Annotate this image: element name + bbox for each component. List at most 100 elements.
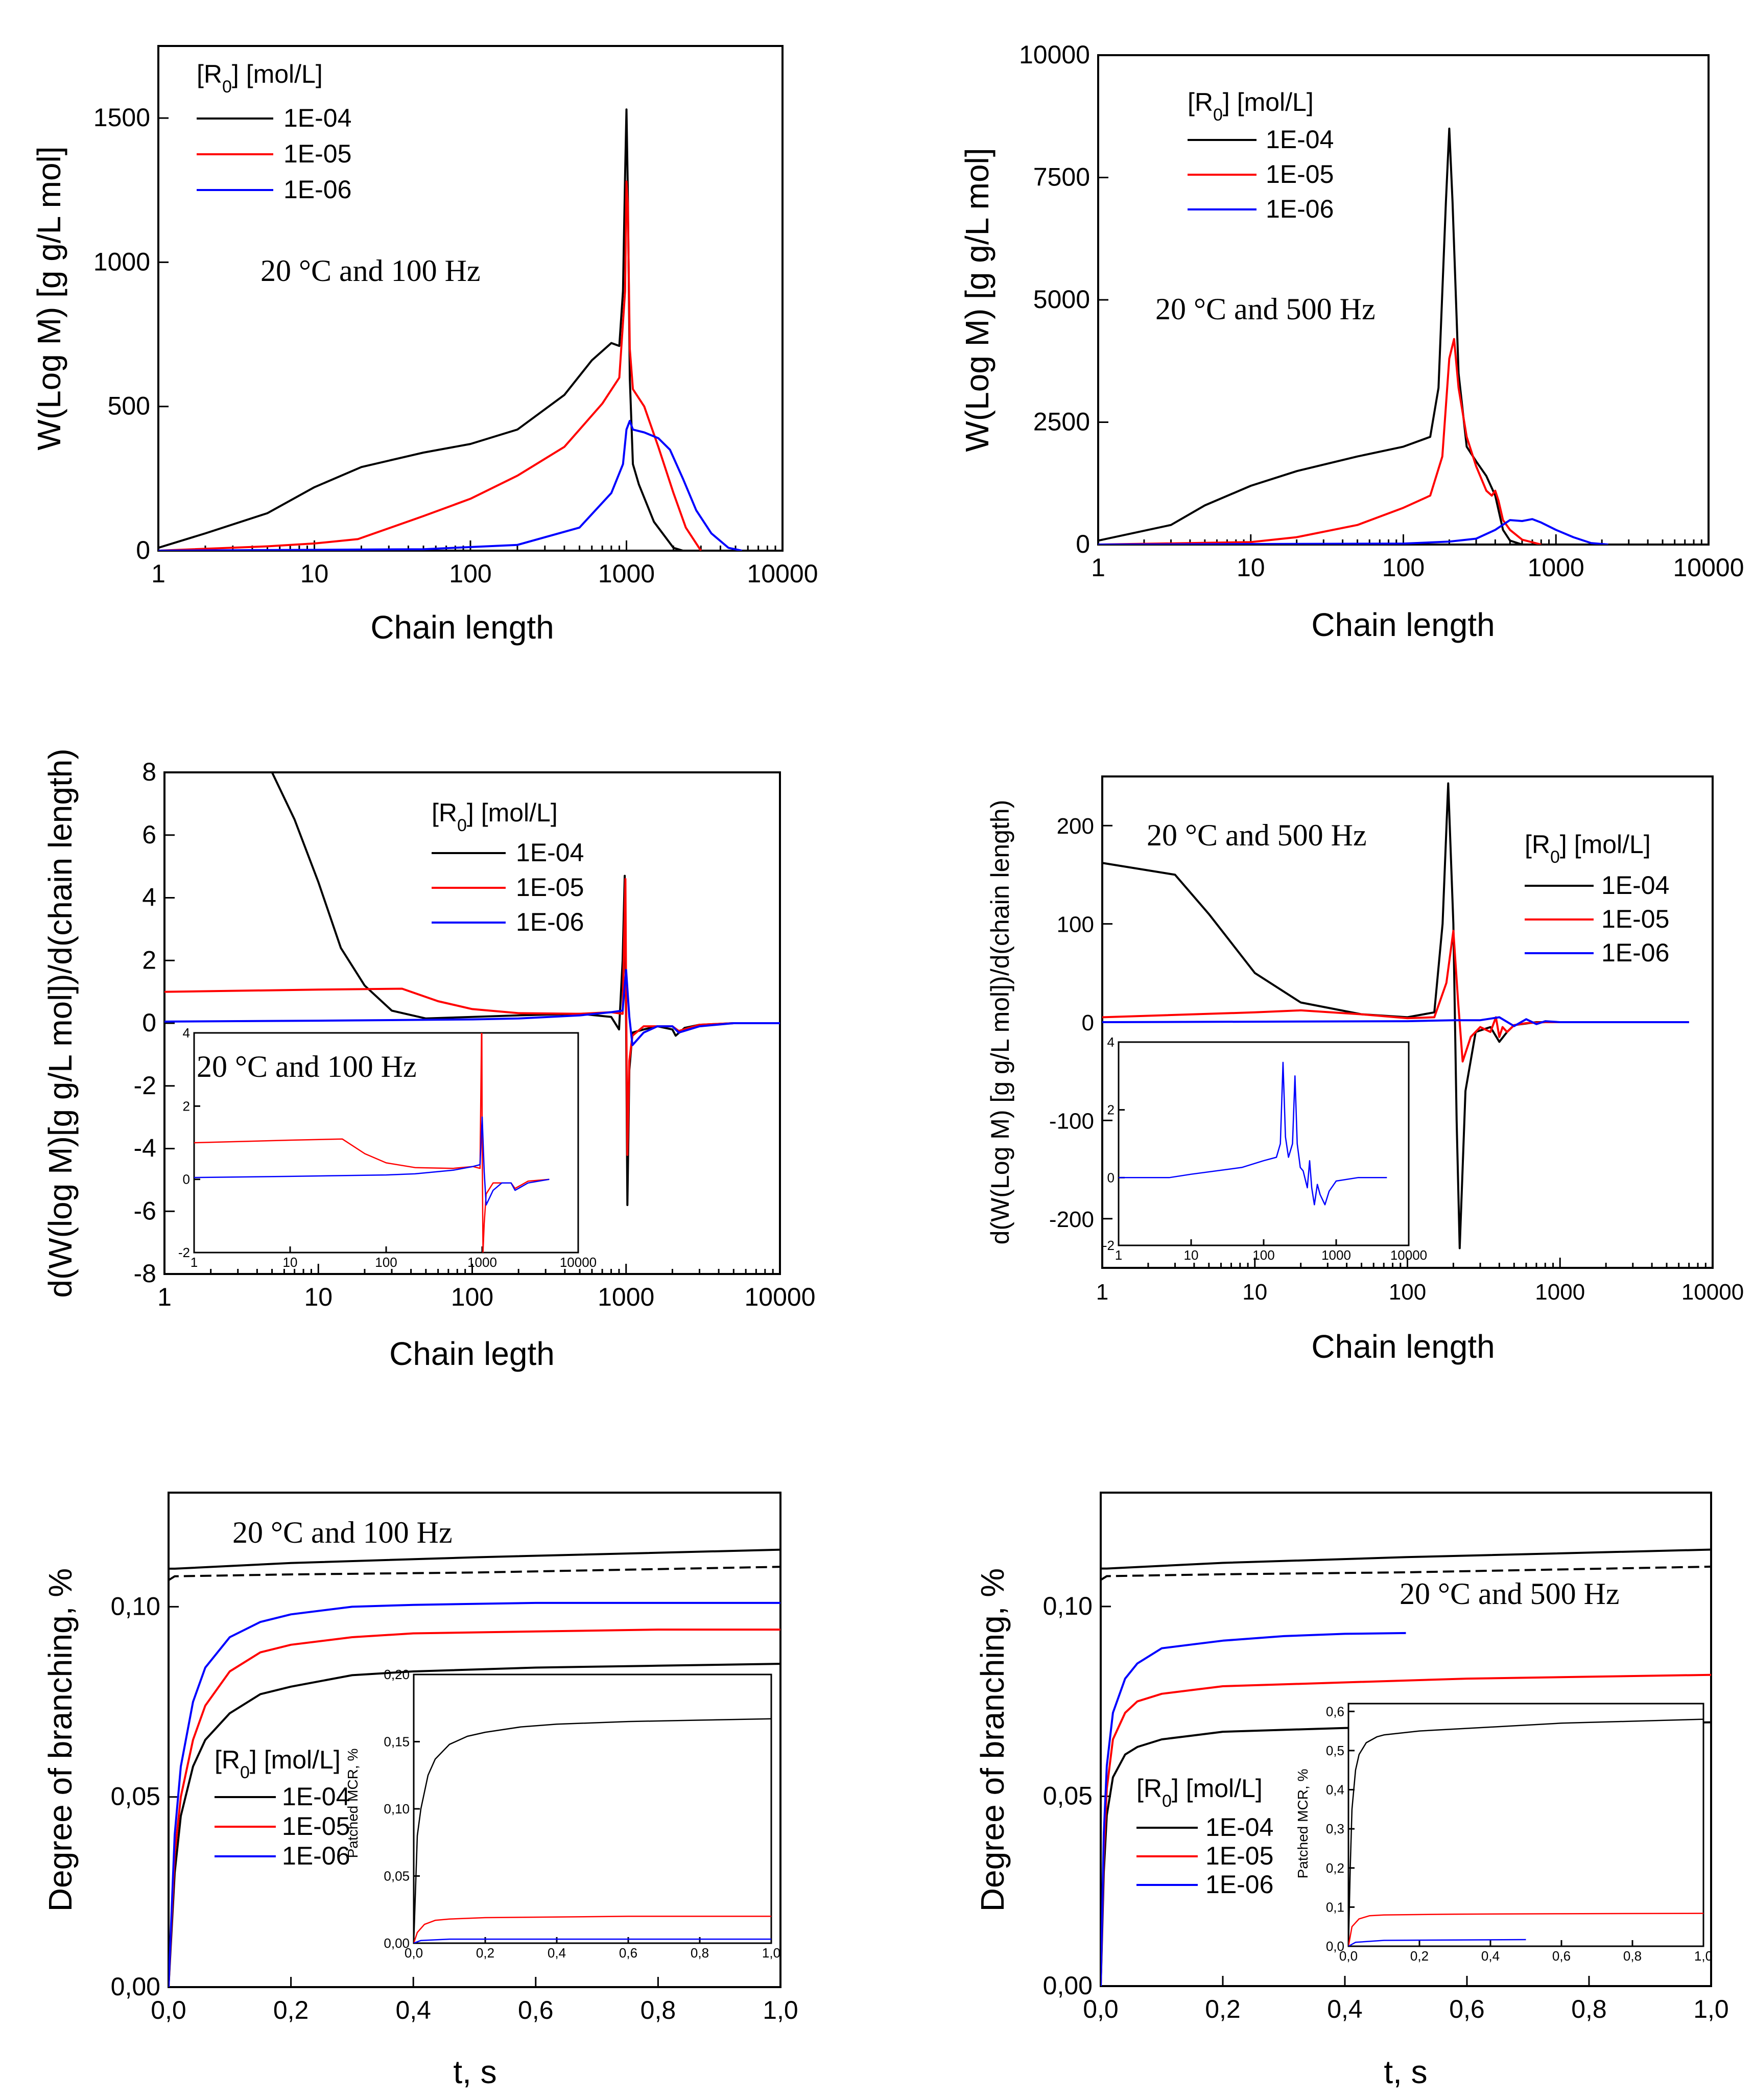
- panel-3-series-1e-04: [269, 772, 780, 1206]
- panel-6-xtick-label-2: 0,4: [1327, 1995, 1363, 2023]
- panel-4-inset-ytick-label-1: 0: [1107, 1170, 1115, 1185]
- panel-6-ytick-label-0: 0,00: [1043, 1971, 1093, 2000]
- panel-3-legend-label-3: 1E-06: [516, 908, 584, 936]
- panel-4-series-1e-05: [1102, 930, 1689, 1063]
- panel-5-inset-xtick-label-1: 0,2: [476, 1945, 494, 1961]
- panel-4-legend-title: [R0] [mol/L]: [1525, 830, 1651, 867]
- panel-5-inset: 0,0 0,2 0,4 0,6 0,8 1,0 0,00 0,05 0,10 0,15 0,20 P…: [345, 1667, 780, 1961]
- panel-3-inset-ytick-label-1: 0: [183, 1172, 190, 1187]
- panel-6-marks: 0,0 0,2 0,4 0,6 0,8 1,0 0,00 0,05 0,10: [1043, 1548, 1729, 2023]
- panel-3-ytick-label-7: 6: [142, 820, 156, 849]
- panel-6-ytick-label-2: 0,10: [1043, 1592, 1093, 1620]
- panel-1-series-1e-05: [158, 180, 702, 551]
- panel-5-legend-label-3: 1E-06: [282, 1842, 350, 1870]
- panel-2-legend-label-1: 1E-04: [1266, 125, 1334, 154]
- panel-6-inset-ytick-label-2: 0,2: [1326, 1860, 1344, 1876]
- panel-6-xlabel: t, s: [1384, 2054, 1427, 2090]
- panel-5-inset-ytick-label-2: 0,10: [384, 1801, 410, 1816]
- panel-1-xtick-label-1: 10: [300, 559, 329, 588]
- panel-6-xtick-label-1: 0,2: [1205, 1995, 1241, 2023]
- panel-1-series-1e-04: [158, 108, 683, 551]
- panel-2-ytick-label-0: 0: [1076, 530, 1090, 558]
- panel-6-inset-xtick-label-3: 0,6: [1552, 1948, 1571, 1964]
- chart-panel-2: 1 10 100 1000 10000 0 2500 5000 7500 10000 Chain …: [959, 40, 1744, 643]
- panel-5-frame: [168, 1492, 781, 1988]
- panel-5-series-1e-04: [169, 1663, 780, 1987]
- panel-2-ytick-label-3: 7500: [1033, 163, 1090, 192]
- panel-1-frame: [157, 45, 784, 552]
- panel-6-legend-title: [R0] [mol/L]: [1136, 1774, 1263, 1811]
- panel-3-legend-title: [R0] [mol/L]: [432, 798, 558, 835]
- panel-1-series-1e-06: [158, 419, 743, 551]
- panel-6-xtick-label-4: 0,8: [1571, 1995, 1607, 2023]
- panel-3-inset-xtick-label-2: 100: [375, 1255, 397, 1270]
- panel-6-frame: [1100, 1492, 1712, 1987]
- panel-5-legend: [R0] [mol/L] 1E-04 1E-05 1E-06: [215, 1745, 350, 1870]
- panel-6-inset-frame: [1347, 1703, 1704, 1947]
- panel-1-ytick-label-1: 500: [108, 392, 150, 420]
- panel-6-legend-label-2: 1E-05: [1205, 1842, 1273, 1870]
- panel-5-ylabel: Degree of branching, %: [42, 1568, 79, 1912]
- panel-4-ytick-label-3: 100: [1057, 912, 1094, 937]
- panel-6-legend-label-1: 1E-04: [1205, 1813, 1273, 1842]
- panel-6-legend: [R0] [mol/L] 1E-04 1E-05 1E-06: [1136, 1774, 1273, 1899]
- panel-2-ytick-label-4: 10000: [1019, 40, 1090, 69]
- panel-5-xlabel: t, s: [453, 2054, 496, 2090]
- panel-6-inset-series-1e-06: [1348, 1939, 1526, 1946]
- panel-3-xtick-label-1: 10: [304, 1283, 333, 1311]
- panel-3-ylabel: d(W(log M)[g g/L mol])/d(chain length): [42, 748, 79, 1297]
- panel-1-ytick-label-0: 0: [136, 536, 150, 564]
- panel-1-marks: 1 10 100 1000 10000 0 500 1000 1500: [93, 103, 818, 588]
- panel-1-ytick-label-3: 1500: [93, 103, 150, 132]
- panel-6-inset-ytick-label-5: 0,5: [1326, 1743, 1344, 1758]
- panel-3-inset-xtick-label-1: 10: [283, 1255, 298, 1270]
- panel-6-legend-label-3: 1E-06: [1205, 1870, 1273, 1899]
- panel-2-xtick-label-2: 100: [1382, 553, 1425, 582]
- panel-4-ytick-label-2: 0: [1082, 1010, 1094, 1035]
- panel-4-inset-xtick-label-3: 1000: [1321, 1247, 1351, 1263]
- panel-2-xtick-label-1: 10: [1237, 553, 1265, 582]
- panel-2-legend-title: [R0] [mol/L]: [1188, 88, 1314, 125]
- panel-5-xtick-label-2: 0,4: [395, 1996, 431, 2024]
- panel-3-series-1e-06: [164, 969, 780, 1046]
- panel-4-inset-xtick-label-2: 100: [1252, 1247, 1274, 1263]
- panel-3-xtick-label-2: 100: [451, 1283, 493, 1311]
- panel-5-inset-series-1e-05: [414, 1916, 771, 1943]
- panel-2-legend-label-3: 1E-06: [1266, 195, 1334, 223]
- panel-5-xtick-label-1: 0,2: [273, 1996, 309, 2024]
- panel-1-xtick-label-3: 1000: [598, 559, 655, 588]
- panel-5-inset-ytick-label-0: 0,00: [384, 1936, 410, 1951]
- panel-4-legend-label-1: 1E-04: [1601, 871, 1669, 900]
- panel-3-ytick-label-6: 4: [142, 883, 156, 912]
- panel-3-legend-label-1: 1E-04: [516, 838, 584, 867]
- panel-6-inset-xtick-label-4: 0,8: [1623, 1948, 1642, 1964]
- panel-1-legend-title: [R0] [mol/L]: [197, 60, 323, 97]
- panel-6-inset-marks: 0,0 0,2 0,4 0,6 0,8 1,0 0,0 0,1 0,2 0,3 0,4 0,5 0,6: [1326, 1704, 1713, 1964]
- panel-3-inset-marks: 1 10 100 1000 10000 -2 0 2 4: [178, 1025, 597, 1270]
- panel-3-inset-frame: [193, 1032, 579, 1254]
- panel-2-series-1e-06: [1098, 518, 1608, 545]
- panel-1-legend-label-2: 1E-05: [283, 139, 351, 168]
- panel-2-series-1e-04: [1098, 127, 1523, 545]
- panel-5-xtick-label-4: 0,8: [641, 1996, 676, 2024]
- panel-4-inset-xtick-label-1: 10: [1184, 1247, 1199, 1263]
- panel-5-inset-xtick-label-4: 0,8: [691, 1945, 709, 1961]
- panel-6-inset-ytick-label-3: 0,3: [1326, 1821, 1344, 1836]
- panel-2-xlabel: Chain length: [1311, 606, 1495, 643]
- panel-3-inset-ytick-label-0: -2: [178, 1245, 190, 1260]
- panel-6-series-1e-06: [1101, 1632, 1406, 1986]
- panel-3-inset: 1 10 100 1000 10000 -2 0 2 4 20 °C and 100 Hz: [178, 1025, 597, 1270]
- panel-2-xtick-label-3: 1000: [1528, 553, 1584, 582]
- panel-6-ytick-label-1: 0,05: [1043, 1781, 1093, 1810]
- panel-6-annotation: 20 °C and 500 Hz: [1400, 1577, 1620, 1611]
- panel-1-annotation: 20 °C and 100 Hz: [260, 254, 481, 288]
- panel-1-xtick-label-0: 1: [151, 559, 165, 588]
- panel-2-ytick-label-2: 5000: [1033, 285, 1090, 314]
- panel-4-ytick-label-1: -100: [1049, 1108, 1094, 1134]
- panel-3-inset-series-1e-06: [194, 1116, 550, 1206]
- panel-4-legend: [R0] [mol/L] 1E-04 1E-05 1E-06: [1525, 830, 1669, 967]
- panel-4-inset-ytick-label-0: -2: [1103, 1238, 1115, 1253]
- panel-4-xtick-label-4: 10000: [1681, 1280, 1744, 1305]
- panel-5-inset-xtick-label-2: 0,4: [548, 1945, 566, 1961]
